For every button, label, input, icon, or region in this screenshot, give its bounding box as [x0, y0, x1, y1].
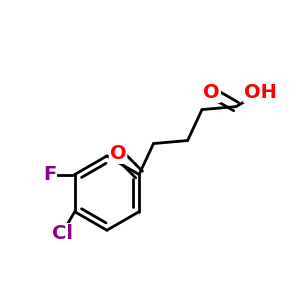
Text: O: O: [203, 83, 220, 102]
Text: OH: OH: [244, 83, 277, 102]
Text: F: F: [43, 165, 56, 184]
Text: Cl: Cl: [52, 224, 73, 243]
Text: O: O: [110, 144, 126, 163]
